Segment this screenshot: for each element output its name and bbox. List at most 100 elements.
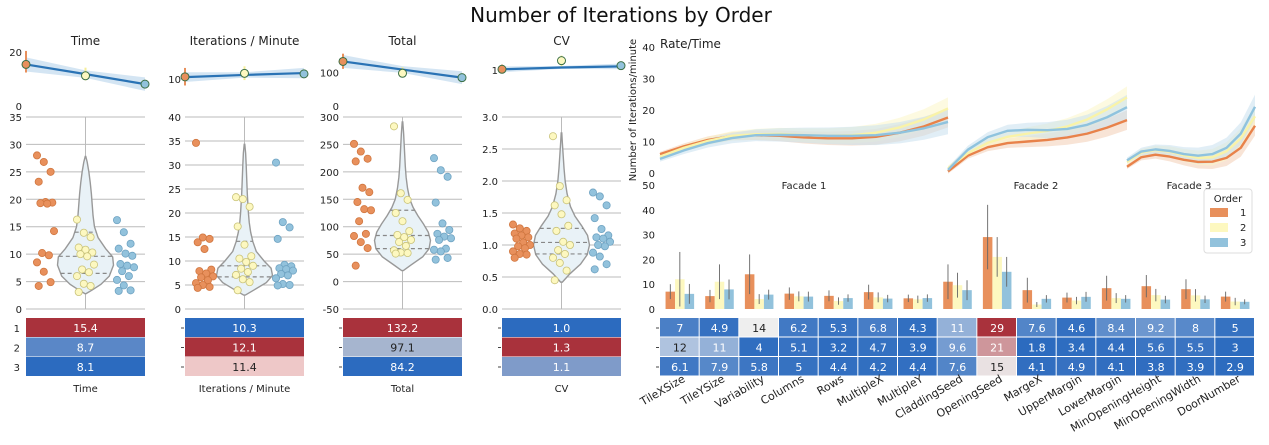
swarm-point [114, 286, 123, 295]
swarm-point [43, 199, 52, 208]
param-heat-value: 4.4 [909, 361, 927, 374]
swarm-point [83, 252, 92, 261]
param-heat-cell [699, 357, 739, 376]
swarm-point [283, 271, 292, 280]
swarm-point [119, 281, 128, 290]
swarm-point [238, 275, 247, 284]
swarm-point [205, 282, 214, 291]
swarm-point [242, 257, 251, 266]
swarm-point [34, 281, 43, 290]
swarm-point [594, 240, 603, 249]
legend: Order 1 2 3 [1203, 188, 1253, 254]
legend-label: 3 [1240, 238, 1246, 249]
bar-MinOpeningHeight-order-3 [1160, 299, 1171, 309]
swarm-point [510, 253, 519, 262]
swarm-point [231, 193, 240, 202]
swarm-point [524, 233, 533, 242]
violin-body [56, 155, 115, 295]
swarm-point [589, 248, 598, 257]
y-tick-label: 150 [320, 195, 339, 206]
param-heat-cell [1215, 357, 1254, 376]
param-heat-value: 12 [673, 342, 687, 355]
bar-Variability-order-3 [763, 294, 774, 309]
param-heat-cell [739, 337, 778, 356]
panel-title: Total [387, 34, 416, 48]
swarm-point [39, 157, 48, 166]
param-heat-value: 21 [990, 342, 1004, 355]
param-heat-value: 8.4 [1107, 322, 1125, 335]
y-tick-label: 15 [168, 233, 181, 244]
bar-MinOpeningHeight-order-1 [1141, 286, 1152, 309]
panel-0: Time 0 20 0 5 10 15 20 25 30 35 15.4 1 8.7 2 8.1 3 Time [9, 34, 150, 395]
swarm-point [597, 224, 606, 233]
param-heat-cell [898, 357, 937, 376]
top-tick-label: 20 [9, 48, 22, 59]
param-label-Columns: Columns [758, 372, 806, 407]
swarm-point [363, 244, 372, 253]
swarm-point [592, 233, 601, 242]
bar-MultipleY-order-3 [922, 298, 933, 309]
bar-y-tick: 50 [642, 181, 655, 192]
swarm-point [113, 216, 122, 225]
y-tick-label: 2.5 [482, 145, 498, 156]
bar-MultipleY-order-2 [913, 299, 923, 309]
param-heat-cell [818, 357, 858, 376]
swarm-point [46, 167, 55, 176]
param-heat-value: 4.7 [869, 342, 887, 355]
swarm-point [365, 188, 374, 197]
swarm-point [562, 196, 571, 205]
param-heat-cell [1056, 337, 1096, 356]
param-heat-value: 5.1 [790, 342, 808, 355]
swarm-point [205, 234, 214, 243]
bar-y-tick: 20 [642, 255, 655, 266]
param-heat-cell [1017, 337, 1056, 356]
y-tick-label: 5 [175, 281, 181, 292]
param-heat-cell [779, 357, 818, 376]
violin-body [215, 143, 274, 296]
legend-swatch [1210, 238, 1228, 247]
param-heat-value: 7.9 [711, 361, 729, 374]
swarm-point [126, 286, 135, 295]
param-heat-value: 6.2 [790, 322, 808, 335]
x-axis-label: Time [72, 384, 97, 395]
param-heat-cell [1175, 357, 1215, 376]
x-axis-label: Iterations / Minute [199, 384, 291, 395]
param-heat-cell [1136, 337, 1175, 356]
swarm-point [238, 195, 247, 204]
param-heat-cell [660, 337, 699, 356]
y-tick-label: 2.0 [482, 177, 498, 188]
param-label-TileXSize: TileXSize [637, 372, 687, 409]
heat-cell [185, 318, 304, 337]
swarm-point [240, 240, 249, 249]
param-heat-cell [1136, 318, 1175, 337]
heat-value: 132.2 [387, 322, 419, 335]
swarm-point [116, 260, 125, 269]
swarm-point [273, 281, 282, 290]
swarm-point [124, 272, 133, 281]
swarm-point [564, 221, 573, 230]
swarm-point [552, 226, 561, 235]
bar-TileYSize-order-1 [705, 296, 715, 309]
rate-line-order-3 [1126, 106, 1257, 162]
rate-y-tick: 40 [642, 43, 655, 54]
swarm-point [233, 286, 242, 295]
swarm-point [599, 234, 608, 243]
param-heat-cell [1096, 337, 1135, 356]
swarm-point [113, 275, 122, 284]
mean-point [457, 73, 467, 83]
bar-TileXSize-order-1 [665, 291, 676, 309]
param-heat-cell [818, 337, 858, 356]
swarm-point [193, 238, 202, 247]
swarm-point [73, 272, 82, 281]
swarm-point [595, 252, 604, 261]
param-heat-cell [858, 318, 897, 337]
param-heat-cell [937, 318, 977, 337]
mean-point [338, 56, 348, 66]
legend-title: Order [1214, 194, 1243, 205]
y-tick-label: 3.0 [482, 113, 498, 124]
mean-point [240, 68, 249, 78]
top-tick-label: 0 [333, 102, 339, 113]
